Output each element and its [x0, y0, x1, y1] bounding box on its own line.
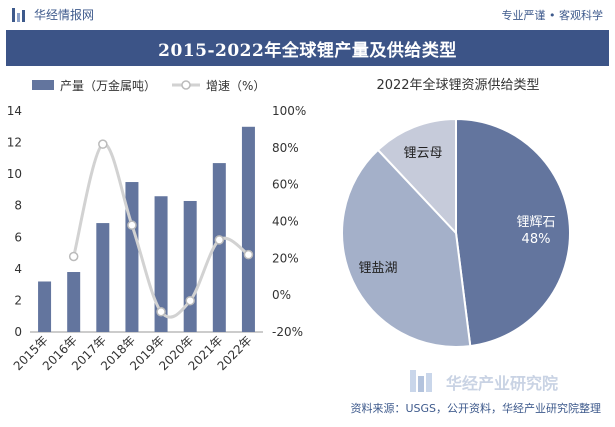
brand-logo-icon: [12, 7, 28, 22]
pie-slice: [341, 148, 472, 348]
bar: [241, 126, 255, 333]
bar: [38, 281, 52, 332]
tagline: 专业严谨 • 客观科学: [501, 9, 603, 22]
source-note: 资料来源：USGS，公开资料，华经产业研究院整理: [350, 402, 601, 415]
pie-slice: [376, 117, 457, 236]
right-tick-label: 80%: [272, 141, 299, 155]
watermark-logo-icon: [410, 370, 440, 392]
growth-points: [68, 139, 254, 317]
legend-swatch-marker: [181, 80, 191, 90]
right-tick-label: 20%: [272, 251, 299, 265]
right-tick-label: 100%: [272, 104, 306, 118]
growth-point: [127, 220, 137, 230]
bar: [212, 163, 226, 332]
right-tick-label: 40%: [272, 215, 299, 229]
bar: [154, 196, 168, 332]
bar: [67, 272, 81, 332]
left-tick-label: 4: [14, 262, 22, 276]
right-axis-ticks: -20% 0% 20% 40% 60% 80% 100%: [272, 104, 306, 339]
chart-legend: 产量（万金属吨） 增速（%）: [32, 78, 265, 93]
growth-point: [98, 139, 108, 149]
left-axis-ticks: 0 2 4 6 8 10 12 14: [7, 104, 22, 339]
right-tick-label: -20%: [272, 325, 303, 339]
bar: [96, 223, 110, 332]
pie-label-mica: 锂云母: [403, 146, 442, 161]
pie-label-hard-rock: 锂辉石: [516, 215, 555, 230]
title-bar: 2015-2022年全球锂产量及供给类型: [6, 30, 609, 66]
brand: 华经情报网: [12, 6, 94, 23]
growth-point: [214, 235, 225, 245]
growth-point: [185, 295, 195, 306]
top-bar: 华经情报网 专业严谨 • 客观科学: [0, 0, 615, 28]
pie-slices: [341, 117, 571, 348]
right-tick-label: 0%: [272, 288, 291, 302]
pie-title: 2022年全球锂资源供给类型: [376, 77, 539, 93]
left-tick-label: 6: [14, 230, 22, 244]
left-tick-label: 10: [7, 167, 22, 181]
left-tick-label: 2: [14, 293, 22, 307]
pie-slice: [455, 117, 571, 348]
left-tick-label: 8: [14, 199, 22, 213]
legend-label-line: 增速（%）: [206, 79, 265, 93]
pie-value-hard-rock: 48%: [522, 232, 551, 247]
watermark-text: 华经产业研究院: [446, 374, 559, 393]
left-tick-label: 12: [7, 136, 22, 150]
left-tick-label: 0: [14, 325, 22, 339]
pie-labels: 锂辉石 48% 锂盐湖 锂云母: [358, 146, 555, 276]
brand-name: 华经情报网: [34, 8, 95, 22]
growth-point: [243, 249, 254, 260]
growth-point: [68, 251, 79, 262]
legend-label-bar: 产量（万金属吨）: [60, 78, 156, 93]
legend-swatch-bar: [32, 80, 54, 90]
left-tick-label: 14: [7, 104, 22, 118]
pie-label-brine: 锂盐湖: [358, 261, 397, 276]
right-tick-label: 60%: [272, 178, 299, 192]
page-title: 2015-2022年全球锂产量及供给类型: [158, 40, 457, 61]
growth-point: [156, 306, 166, 317]
